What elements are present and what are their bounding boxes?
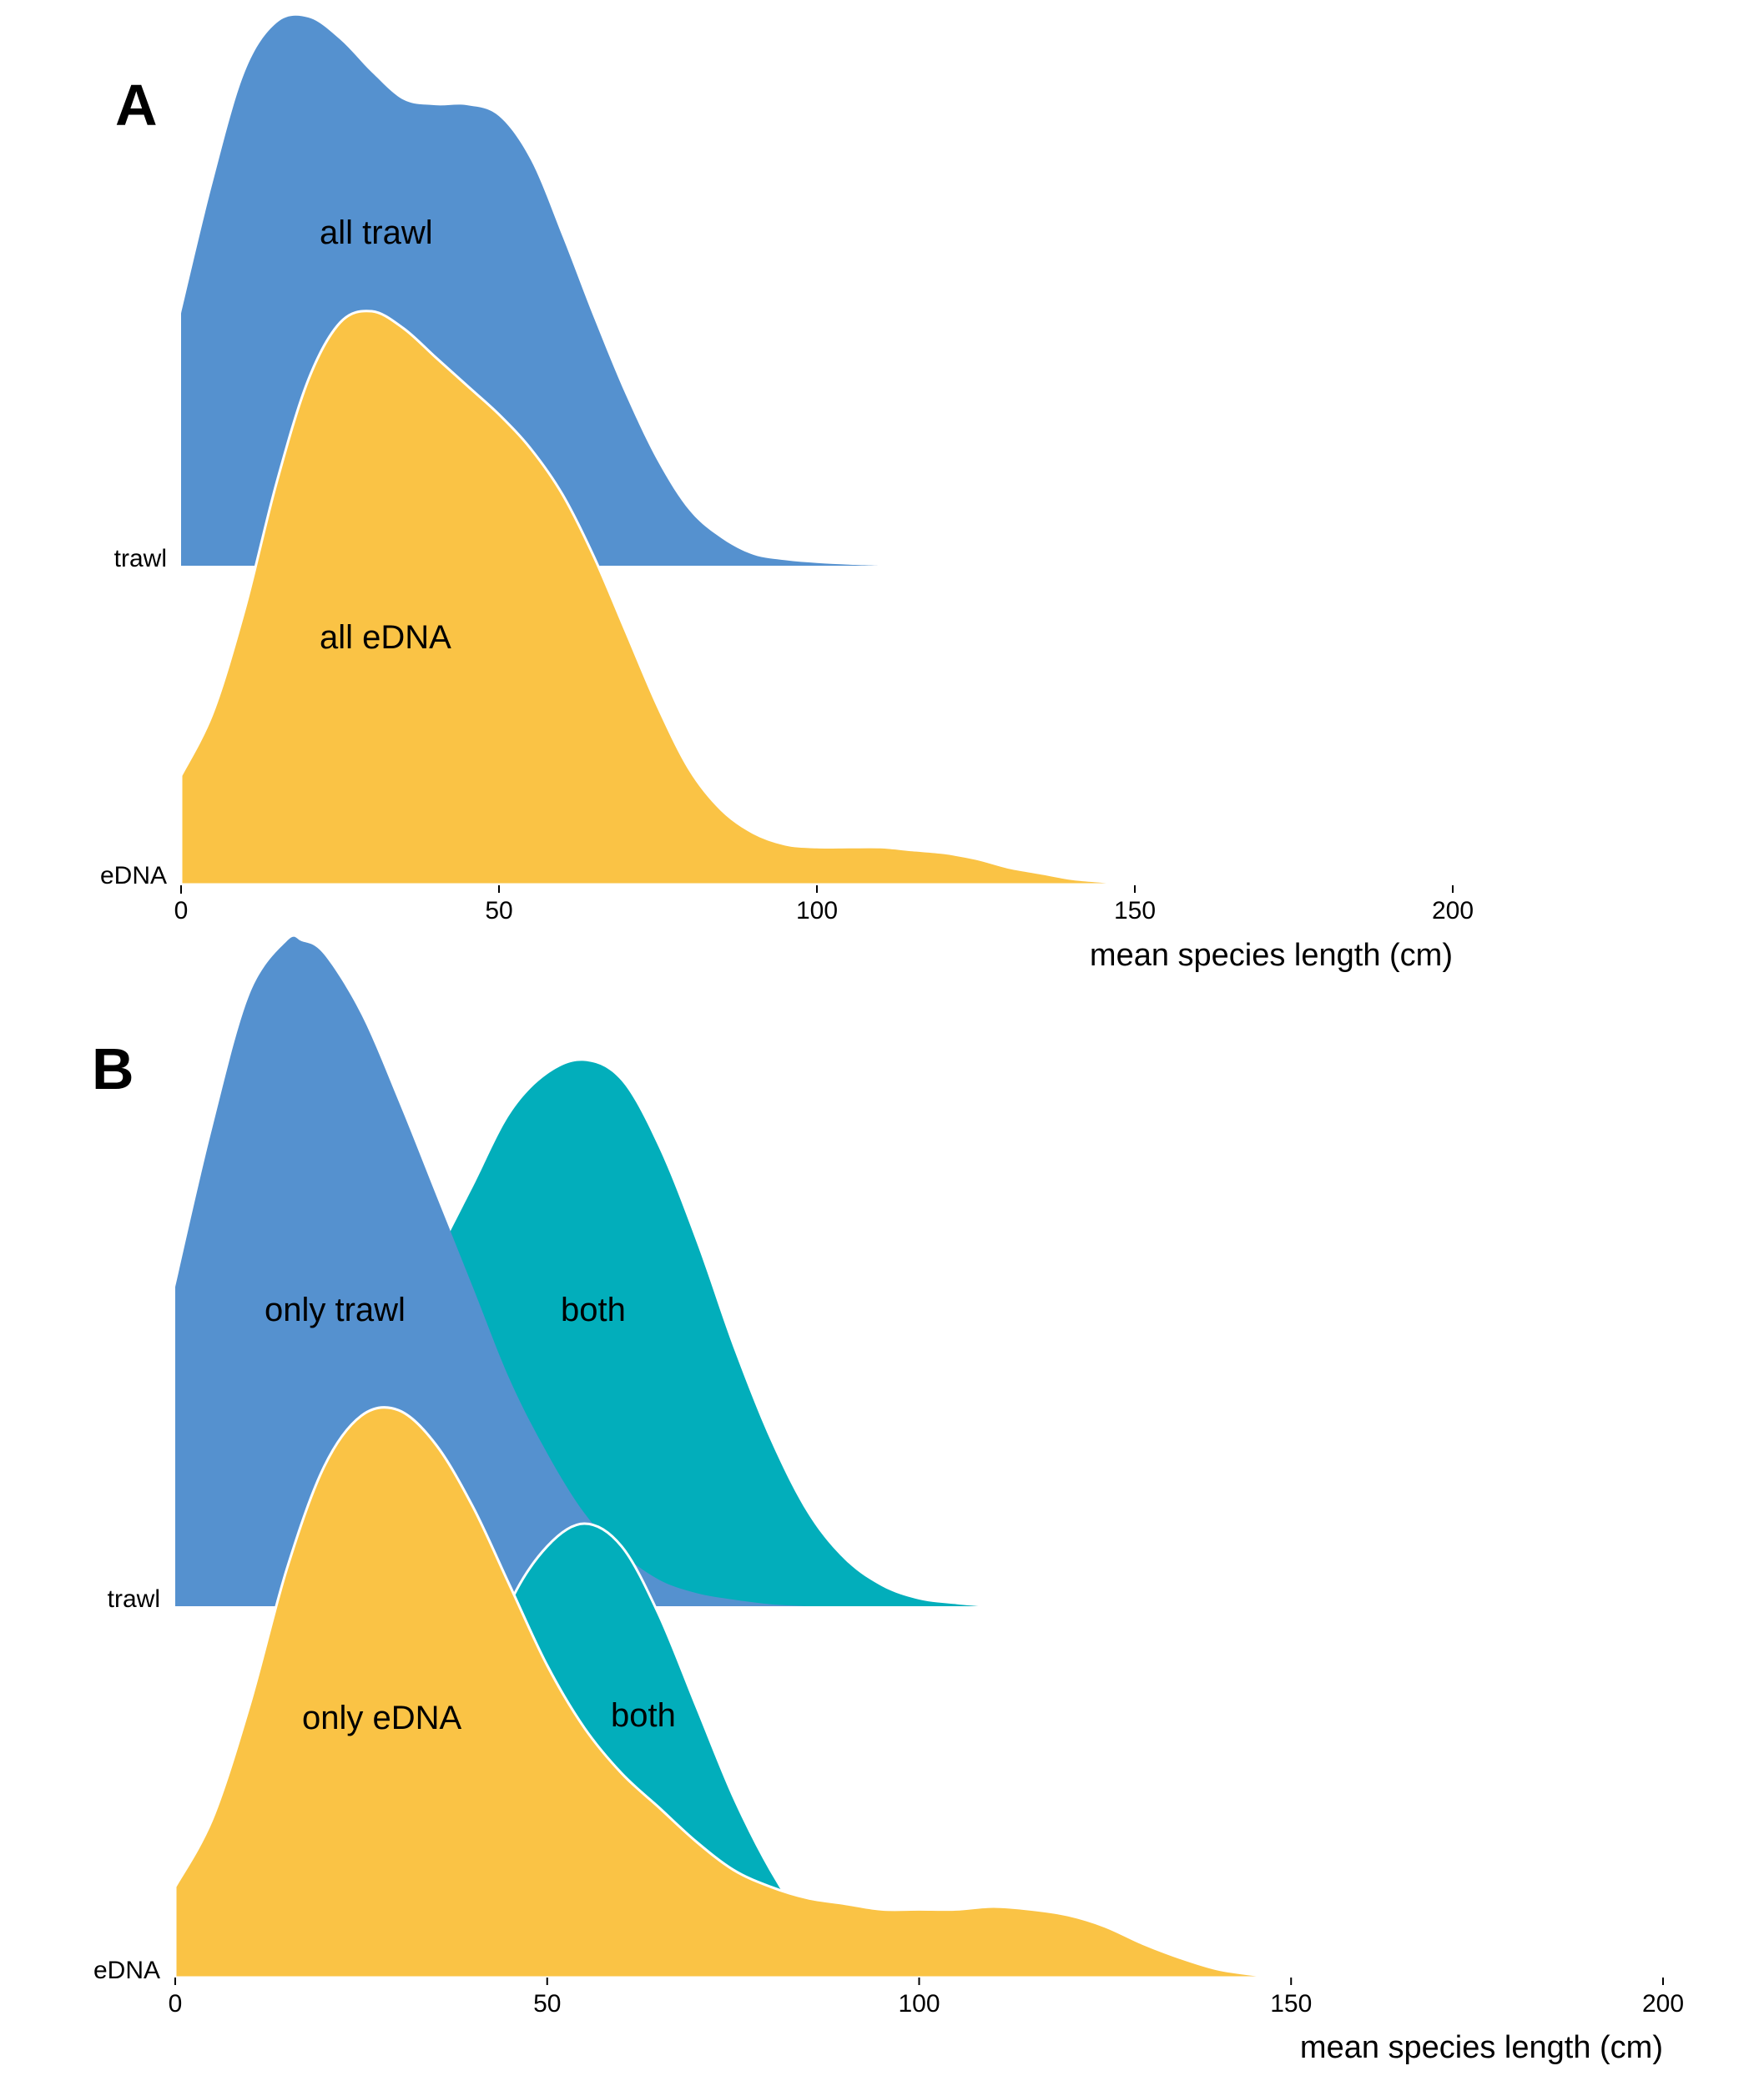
panel-a-x-tick-label-0: 0	[174, 897, 189, 925]
panel-a-annotation-all-edna: all eDNA	[320, 619, 451, 656]
panel-a-annotation-all-trawl: all trawl	[320, 214, 433, 251]
panel-b-x-tick-label-200: 200	[1642, 1990, 1684, 2018]
panel-b-letter: B	[92, 1036, 134, 1101]
panel-a-row-label-edna: eDNA	[100, 862, 167, 889]
panel-b-x-tick-label-100: 100	[898, 1990, 940, 2018]
panel-b-x-axis-title: mean species length (cm)	[1300, 2030, 1663, 2065]
panel-a-row-label-trawl: trawl	[114, 545, 167, 572]
panel-b-area-trawl-both	[436, 1061, 979, 1606]
panel-b-annotation-only-trawl: only trawl	[265, 1292, 406, 1328]
panel-a-density-areas	[179, 15, 1136, 886]
panel-b-x-tick-label-50: 50	[533, 1990, 561, 2018]
panel-a-x-axis-ticks: 0 50 100 150 200	[174, 885, 1474, 925]
panel-b-row-label-edna: eDNA	[93, 1957, 160, 1984]
panel-a-area-edna-all-edna	[179, 310, 1136, 886]
panel-b-annotation-only-edna: only eDNA	[302, 1700, 462, 1736]
panel-a-x-tick-label-50: 50	[485, 897, 512, 925]
panel-b-density-areas	[174, 936, 1292, 1979]
panel-b-x-axis-ticks: 0 50 100 150 200	[169, 1978, 1684, 2018]
panel-a-x-tick-label-150: 150	[1114, 897, 1156, 925]
panel-b-row-label-trawl: trawl	[108, 1585, 160, 1613]
panel-a-x-axis-title: mean species length (cm)	[1090, 938, 1453, 973]
panel-a: A trawl eDNA all trawl all eDNA 0 50 100 15…	[100, 15, 1474, 973]
panel-b-area-trawl-only-trawl	[175, 936, 808, 1606]
panel-a-x-tick-label-200: 200	[1432, 897, 1474, 925]
panel-b-area-edna-only-edna	[174, 1406, 1292, 1979]
panel-b-annotation-both-trawl: both	[561, 1292, 626, 1328]
panel-a-x-tick-label-100: 100	[796, 897, 838, 925]
panel-b: B trawl eDNA only trawl both only eDNA b…	[92, 936, 1684, 2065]
panel-a-letter: A	[115, 73, 158, 138]
panel-b-x-tick-label-0: 0	[169, 1990, 183, 2018]
panel-b-annotation-both-edna: both	[611, 1697, 676, 1734]
panel-b-x-tick-label-150: 150	[1270, 1990, 1312, 2018]
